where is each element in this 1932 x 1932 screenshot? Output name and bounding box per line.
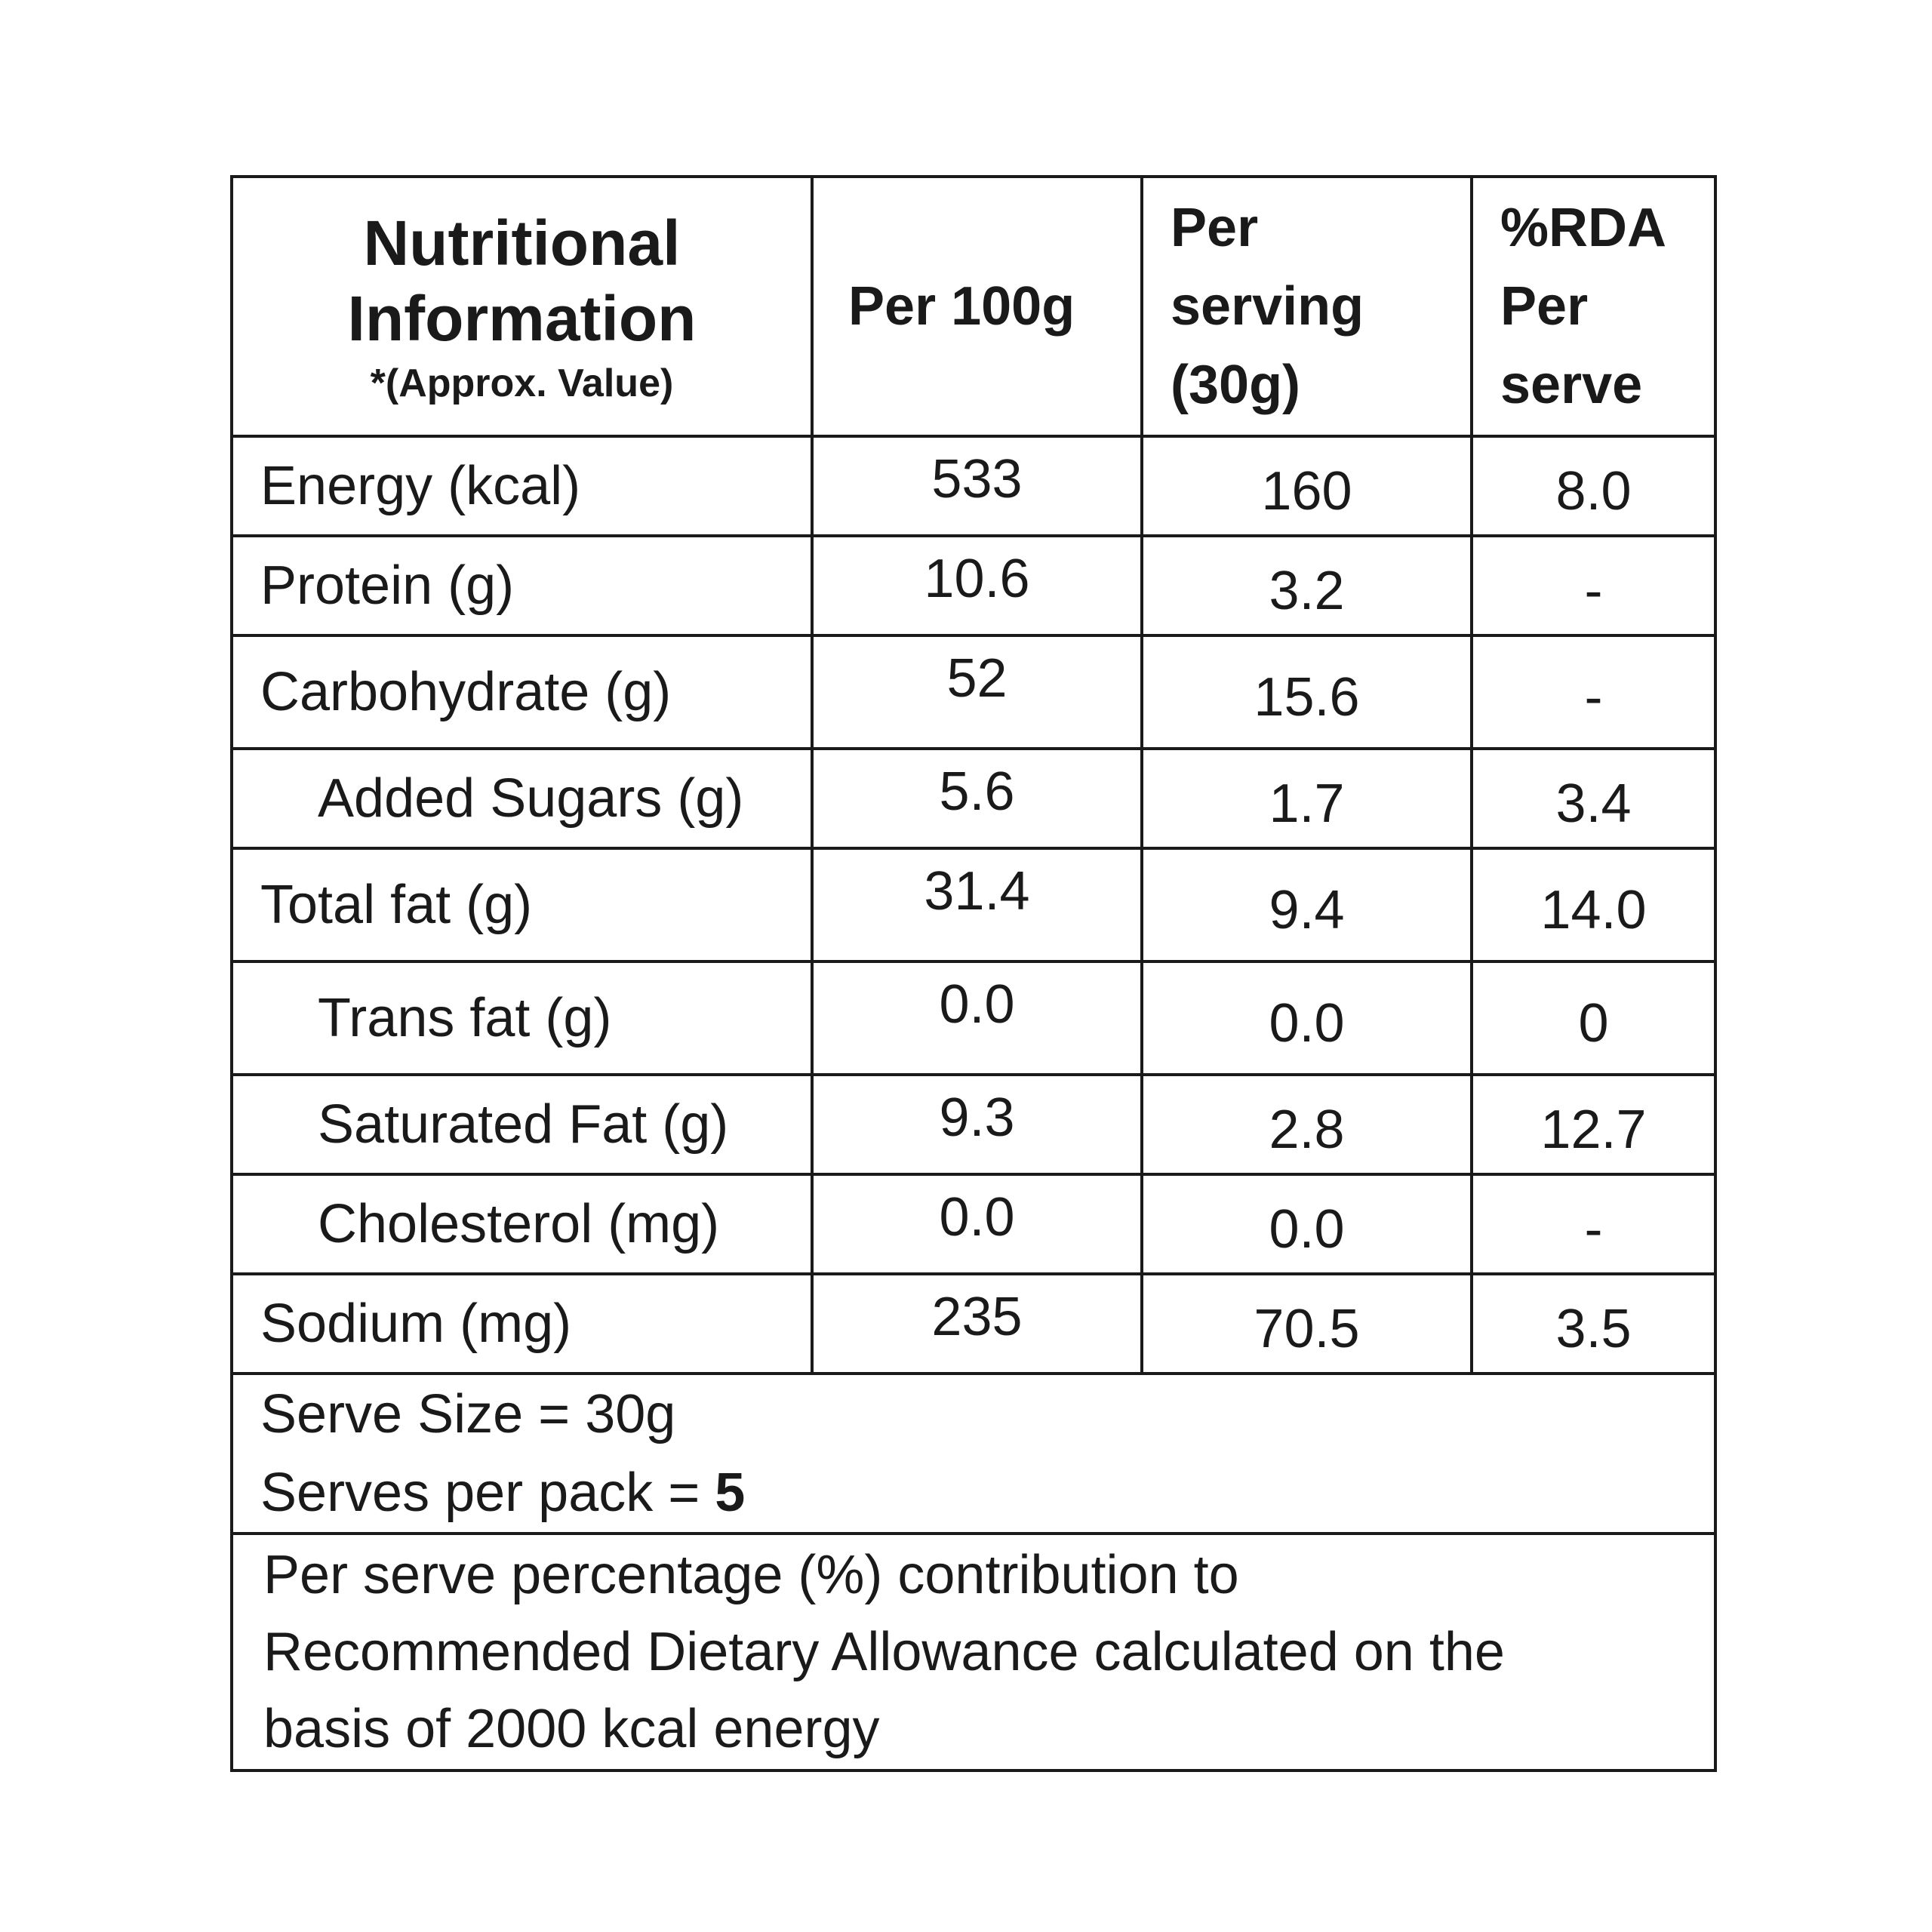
- rda-value: 14.0: [1470, 847, 1717, 963]
- nutrient-name: Total fat (g): [230, 847, 814, 963]
- rda-value: -: [1470, 634, 1717, 750]
- rda-value: 0: [1470, 960, 1717, 1076]
- table-row: Cholesterol (mg) 0.0 0.0 -: [230, 1173, 1717, 1275]
- serve-info-row: Serve Size = 30g Serves per pack = 5: [230, 1372, 1717, 1535]
- header-title-cell: Nutritional Information *(Approx. Value): [230, 175, 814, 438]
- footnote-line1: Per serve percentage (%) contribution to: [263, 1545, 1239, 1605]
- per-100g-value: 9.3: [811, 1073, 1143, 1176]
- per-100g-value: 10.6: [811, 534, 1143, 637]
- nutrient-name: Energy (kcal): [230, 435, 814, 537]
- per-serving-value: 2.8: [1140, 1073, 1473, 1176]
- header-row: Nutritional Information *(Approx. Value)…: [230, 175, 1717, 438]
- per-serving-value: 9.4: [1140, 847, 1473, 963]
- header-rda: %RDA Per serve: [1470, 175, 1717, 438]
- per-100g-value: 533: [811, 435, 1143, 537]
- header-title-line1: Nutritional: [363, 208, 681, 278]
- rda-value: 3.5: [1470, 1272, 1717, 1375]
- per-serving-value: 1.7: [1140, 747, 1473, 850]
- serves-per-pack-value: 5: [715, 1463, 746, 1523]
- table-row: Total fat (g) 31.4 9.4 14.0: [230, 847, 1717, 963]
- serves-per-pack: Serves per pack = 5: [260, 1454, 1714, 1532]
- table-row: Added Sugars (g) 5.6 1.7 3.4: [230, 747, 1717, 850]
- table-row: Protein (g) 10.6 3.2 -: [230, 534, 1717, 637]
- per-serving-value: 0.0: [1140, 960, 1473, 1076]
- table-row: Saturated Fat (g) 9.3 2.8 12.7: [230, 1073, 1717, 1176]
- serve-size: Serve Size = 30g: [260, 1384, 676, 1444]
- rda-value: 12.7: [1470, 1073, 1717, 1176]
- header-note: *(Approx. Value): [370, 361, 674, 405]
- per-100g-value: 0.0: [811, 960, 1143, 1076]
- per-100g-value: 0.0: [811, 1173, 1143, 1275]
- table-row: Sodium (mg) 235 70.5 3.5: [230, 1272, 1717, 1375]
- footnote-cell: Per serve percentage (%) contribution to…: [230, 1532, 1717, 1772]
- rda-value: -: [1470, 534, 1717, 637]
- per-serving-value: 160: [1140, 435, 1473, 537]
- nutrient-name: Protein (g): [230, 534, 814, 637]
- rda-value: 8.0: [1470, 435, 1717, 537]
- per-serving-value: 3.2: [1140, 534, 1473, 637]
- nutrient-name: Trans fat (g): [230, 960, 814, 1076]
- footnote-line2: Recommended Dietary Allowance calculated…: [263, 1622, 1505, 1682]
- per-100g-value: 5.6: [811, 747, 1143, 850]
- rda-value: 3.4: [1470, 747, 1717, 850]
- serves-per-pack-label: Serves per pack =: [260, 1463, 715, 1523]
- per-serving-value: 15.6: [1140, 634, 1473, 750]
- table-row: Carbohydrate (g) 52 15.6 -: [230, 634, 1717, 750]
- nutrient-name: Added Sugars (g): [230, 747, 814, 850]
- footnote-line3: basis of 2000 kcal energy: [263, 1699, 880, 1759]
- per-100g-value: 235: [811, 1272, 1143, 1375]
- per-100g-value: 52: [811, 634, 1143, 750]
- footnote-row: Per serve percentage (%) contribution to…: [230, 1532, 1717, 1772]
- per-serving-value: 70.5: [1140, 1272, 1473, 1375]
- header-per-serving: Per serving (30g): [1140, 175, 1473, 438]
- nutrition-table: Nutritional Information *(Approx. Value)…: [230, 175, 1717, 1772]
- nutrient-name: Saturated Fat (g): [230, 1073, 814, 1176]
- per-100g-value: 31.4: [811, 847, 1143, 963]
- rda-value: -: [1470, 1173, 1717, 1275]
- table-row: Trans fat (g) 0.0 0.0 0: [230, 960, 1717, 1076]
- nutrient-name: Sodium (mg): [230, 1272, 814, 1375]
- header-title-line2: Information: [347, 283, 697, 354]
- nutrient-name: Carbohydrate (g): [230, 634, 814, 750]
- table-row: Energy (kcal) 533 160 8.0: [230, 435, 1717, 537]
- per-serving-value: 0.0: [1140, 1173, 1473, 1275]
- serve-info-cell: Serve Size = 30g Serves per pack = 5: [230, 1372, 1717, 1535]
- header-per-100g: Per 100g: [811, 175, 1143, 438]
- nutrient-name: Cholesterol (mg): [230, 1173, 814, 1275]
